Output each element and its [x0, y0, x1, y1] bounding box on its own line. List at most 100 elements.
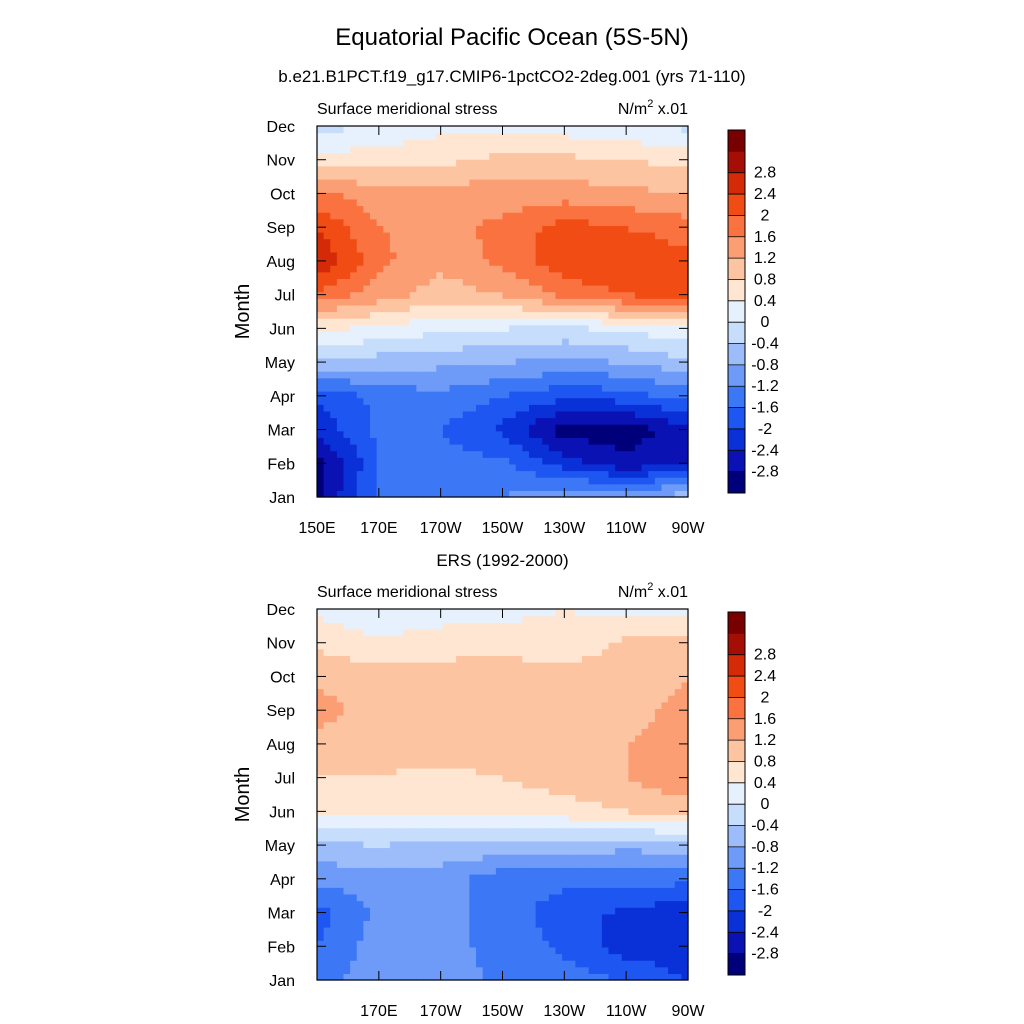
contour-cell — [529, 410, 537, 419]
contour-cell — [403, 927, 411, 935]
contour-cell — [376, 933, 384, 941]
contour-cell — [317, 185, 325, 193]
contour-cell — [522, 126, 530, 134]
contour-cell — [429, 238, 437, 246]
contour-cell — [469, 344, 477, 352]
contour-cell — [489, 860, 497, 868]
contour-cell — [376, 324, 384, 332]
contour-cell — [562, 152, 570, 160]
contour-cell — [608, 887, 616, 895]
contour-cell — [661, 893, 669, 902]
contour-cell — [568, 927, 576, 935]
contour-cell — [661, 357, 669, 366]
contour-cell — [495, 927, 504, 935]
contour-cell — [681, 920, 689, 928]
contour-cell — [595, 351, 603, 359]
contour-cell — [648, 966, 656, 974]
contour-cell — [502, 265, 510, 273]
contour-cell — [317, 212, 325, 220]
contour-cell — [383, 834, 391, 842]
contour-cell — [416, 251, 424, 260]
contour-cell — [330, 463, 338, 472]
contour-cell — [436, 787, 444, 796]
contour-cell — [648, 920, 656, 928]
contour-cell — [595, 874, 603, 882]
contour-cell — [588, 490, 596, 498]
contour-cell — [416, 165, 424, 173]
contour-cell — [482, 860, 490, 868]
contour-cell — [356, 232, 364, 240]
contour-cell — [356, 768, 364, 776]
contour-cell — [588, 344, 596, 352]
contour-cell — [615, 490, 623, 498]
contour-cell — [356, 463, 364, 472]
contour-cell — [595, 907, 603, 915]
contour-cell — [522, 391, 530, 399]
contour-cell — [389, 887, 398, 895]
contour-cell — [370, 265, 378, 273]
contour-cell — [621, 774, 629, 782]
contour-cell — [396, 827, 404, 835]
contour-cell — [674, 338, 682, 346]
contour-cell — [370, 225, 378, 233]
contour-cell — [595, 377, 603, 385]
colorbar-label: 0.8 — [754, 271, 776, 288]
contour-cell — [396, 285, 404, 293]
contour-cell — [641, 893, 649, 902]
contour-cell — [469, 490, 477, 498]
contour-cell — [548, 880, 557, 888]
contour-cell — [370, 391, 378, 399]
contour-cell — [436, 933, 444, 941]
contour-cell — [449, 318, 457, 326]
contour-cell — [654, 377, 663, 385]
contour-cell — [575, 258, 583, 266]
contour-cell — [317, 821, 325, 829]
contour-cell — [654, 185, 663, 193]
contour-cell — [376, 940, 384, 948]
contour-cell — [535, 807, 543, 815]
contour-cell — [535, 470, 543, 478]
contour-cell — [529, 238, 537, 246]
contour-cell — [489, 397, 497, 405]
contour-cell — [363, 291, 371, 299]
contour-cell — [601, 165, 610, 173]
contour-cell — [383, 351, 391, 359]
contour-cell — [562, 774, 570, 782]
contour-cell — [601, 192, 610, 200]
contour-cell — [661, 933, 669, 941]
contour-cell — [423, 245, 431, 253]
contour-cell — [681, 840, 689, 849]
contour-cell — [429, 774, 437, 782]
contour-cell — [396, 847, 404, 855]
contour-cell — [323, 437, 331, 445]
contour-cell — [601, 139, 610, 147]
contour-cell — [535, 205, 543, 213]
contour-cell — [330, 477, 338, 485]
contour-cell — [515, 324, 523, 332]
contour-cell — [529, 185, 537, 193]
contour-cell — [449, 152, 457, 160]
contour-cell — [668, 960, 676, 968]
contour-cell — [522, 807, 530, 815]
contour-cell — [595, 860, 603, 868]
contour-cell — [469, 774, 477, 782]
contour-cell — [456, 377, 464, 385]
contour-cell — [568, 814, 576, 822]
contour-cell — [588, 900, 596, 908]
contour-cell — [608, 444, 616, 452]
contour-cell — [370, 807, 378, 815]
contour-cell — [409, 794, 417, 802]
contour-cell — [582, 933, 590, 941]
contour-cell — [429, 457, 437, 465]
contour-cell — [449, 159, 457, 167]
contour-cell — [515, 450, 523, 458]
contour-cell — [615, 940, 623, 948]
contour-cell — [648, 238, 656, 246]
contour-cell — [370, 933, 378, 941]
contour-cell — [601, 953, 610, 961]
contour-cell — [654, 351, 663, 359]
contour-cell — [343, 874, 351, 882]
contour-cell — [562, 927, 570, 935]
contour-cell — [522, 900, 530, 908]
contour-cell — [641, 218, 649, 226]
